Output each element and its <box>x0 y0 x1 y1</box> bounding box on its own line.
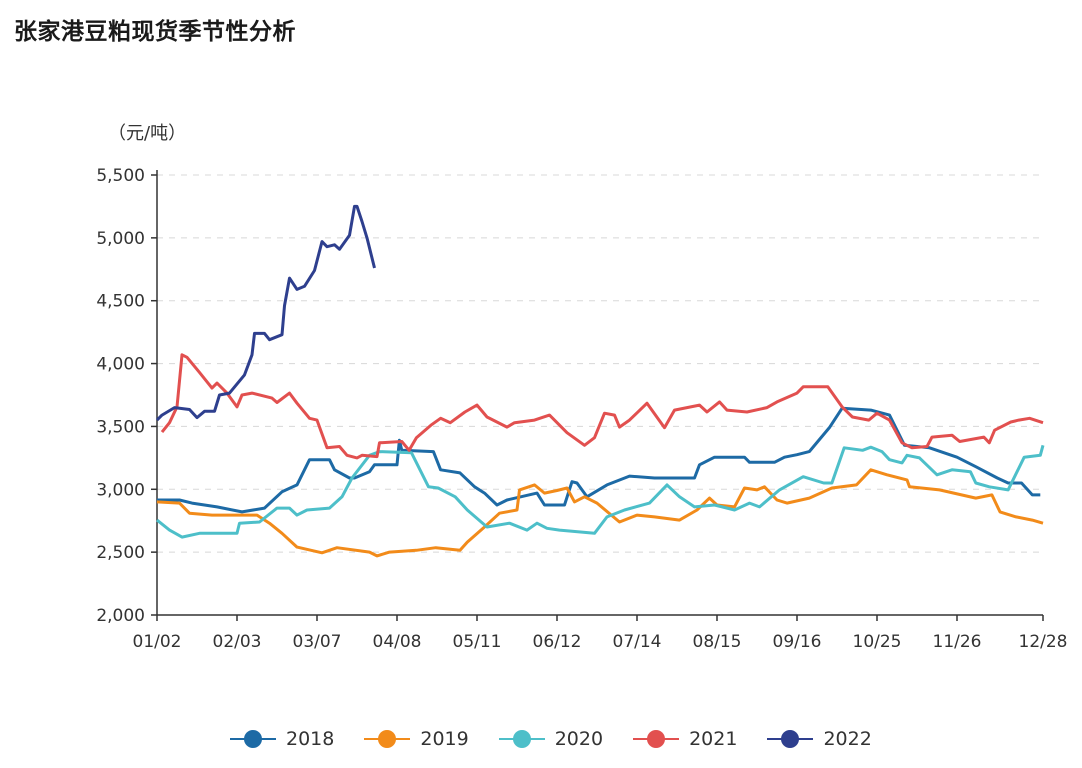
chart-title: 张家港豆粕现货季节性分析 <box>14 19 296 45</box>
x-tick-label: 07/14 <box>613 632 662 652</box>
y-axis-unit-label: （元/吨） <box>108 123 186 144</box>
legend-marker-icon <box>498 729 545 749</box>
x-tick-label: 11/26 <box>933 632 982 652</box>
series-line-2020 <box>156 444 1045 539</box>
x-tick-label: 01/02 <box>133 632 182 652</box>
x-tick-label: 12/28 <box>1019 632 1068 652</box>
y-tick-label: 2,000 <box>96 606 145 626</box>
y-tick-label: 2,500 <box>96 543 145 563</box>
series-line-2022 <box>155 204 376 422</box>
y-tick-label: 5,000 <box>96 229 145 249</box>
x-tick-label: 10/25 <box>853 632 902 652</box>
series-line-2021 <box>160 353 1044 460</box>
series-line-2019 <box>156 468 1044 558</box>
x-tick-label: 06/12 <box>533 632 582 652</box>
x-tick-label: 04/08 <box>373 632 422 652</box>
legend-label: 2019 <box>420 728 469 750</box>
y-tick-label: 3,000 <box>96 480 145 500</box>
legend-marker-icon <box>230 729 276 749</box>
legend-label: 2018 <box>286 728 335 750</box>
legend-item-2020[interactable]: 2020 <box>498 728 604 750</box>
legend-label: 2021 <box>689 728 738 750</box>
legend: 2018 2019 2020 2021 2022 <box>230 728 872 750</box>
legend-marker-icon <box>633 729 680 749</box>
seasonal-line-chart: （元/吨） 2,000 2,500 3,000 3,500 4,000 4,500 5,00… <box>96 123 1068 652</box>
legend-label: 2022 <box>823 728 872 750</box>
legend-marker-icon <box>364 729 411 749</box>
y-tick-label: 4,000 <box>96 355 145 375</box>
legend-marker-icon <box>767 729 814 749</box>
y-tick-label: 3,500 <box>96 417 145 437</box>
y-tick-label: 5,500 <box>96 166 145 186</box>
legend-item-2021[interactable]: 2021 <box>633 728 737 750</box>
y-tick-label: 4,500 <box>96 292 145 312</box>
x-tick-label: 08/15 <box>693 632 742 652</box>
legend-item-2019[interactable]: 2019 <box>364 728 469 750</box>
x-tick-label: 05/11 <box>453 632 502 652</box>
x-tick-label: 03/07 <box>293 632 342 652</box>
legend-item-2022[interactable]: 2022 <box>767 728 872 750</box>
legend-item-2018[interactable]: 2018 <box>230 728 334 750</box>
x-tick-label: 02/03 <box>213 632 262 652</box>
x-tick-label: 09/16 <box>773 632 822 652</box>
legend-label: 2020 <box>554 728 604 750</box>
